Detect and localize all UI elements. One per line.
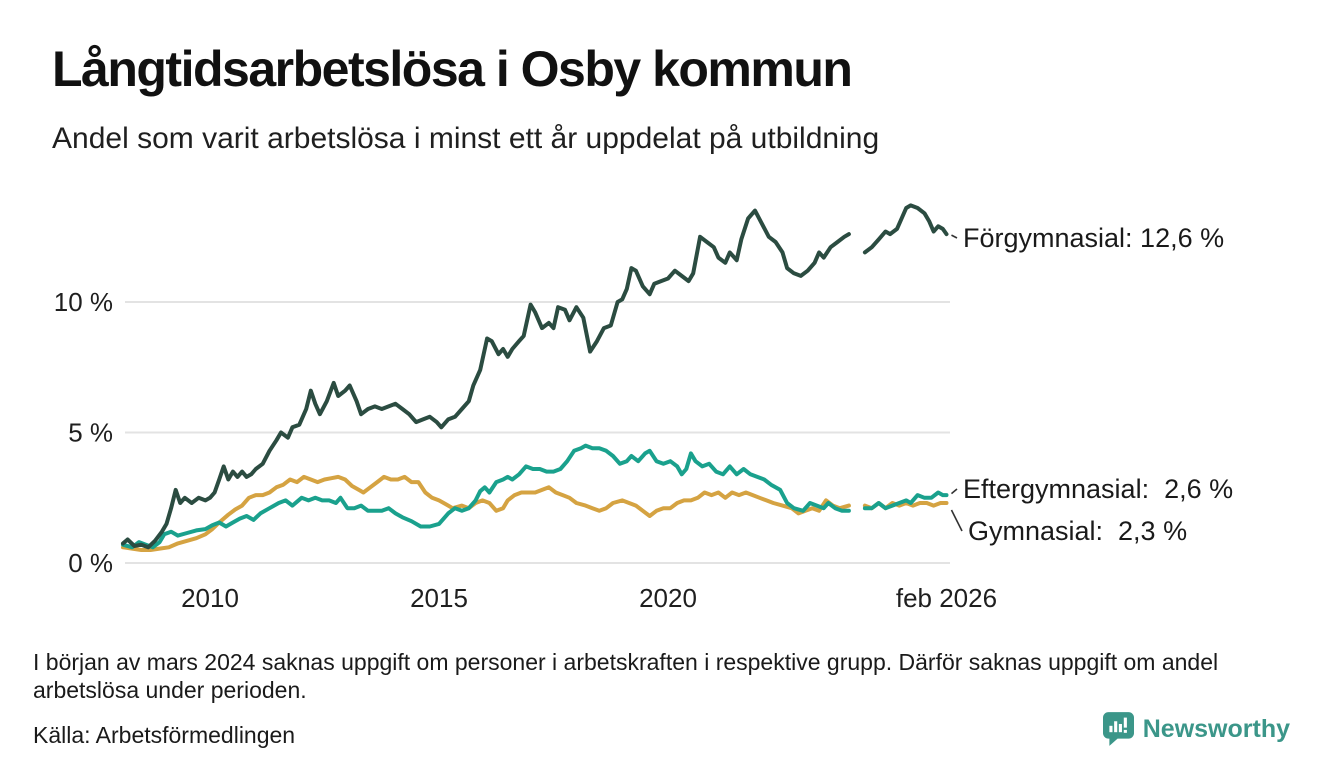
series-line-gymnasial bbox=[121, 474, 851, 552]
chart-footnote: I början av mars 2024 saknas uppgift om … bbox=[33, 649, 1219, 703]
series-end-label-gymnasial: Gymnasial: 2,3 % bbox=[968, 516, 1187, 546]
x-axis-tick-label: 2015 bbox=[410, 583, 468, 613]
source-credit: Källa: Arbetsförmedlingen bbox=[33, 722, 296, 748]
x-axis-tick-label: 2020 bbox=[639, 583, 697, 613]
series-end-label-eftergymnasial: Eftergymnasial: 2,6 % bbox=[963, 474, 1233, 504]
series-line-forgymnasial bbox=[862, 203, 949, 255]
series-end-label-forgymnasial: Förgymnasial: 12,6 % bbox=[963, 223, 1224, 253]
callout-connector-forgymnasial bbox=[951, 234, 958, 239]
y-axis-tick-label: 10 % bbox=[54, 287, 113, 317]
series-line-eftergymnasial bbox=[121, 443, 851, 550]
series-line-forgymnasial bbox=[121, 208, 851, 550]
x-axis-tick-label: 2010 bbox=[181, 583, 239, 613]
y-axis-tick-label: 5 % bbox=[68, 418, 113, 448]
y-axis-tick-label: 0 % bbox=[68, 548, 113, 578]
brand-name: Newsworthy bbox=[1142, 714, 1290, 743]
page-title: Långtidsarbetslösa i Osby kommun bbox=[52, 41, 853, 97]
x-axis-tick-label: feb 2026 bbox=[896, 583, 997, 613]
series-line-eftergymnasial bbox=[862, 490, 949, 511]
newsworthy-bubble-icon bbox=[1102, 712, 1134, 746]
callout-connector-gymnasial bbox=[950, 509, 963, 532]
line-chart: 0 % 5 % 10 % 2010 2015 2020 feb 2026 Gymnasial:… bbox=[54, 203, 1233, 613]
newsworthy-logo: Newsworthy bbox=[1102, 712, 1290, 746]
page-subtitle: Andel som varit arbetslösa i minst ett å… bbox=[52, 122, 880, 155]
callout-connector-eftergymnasial bbox=[950, 488, 958, 495]
